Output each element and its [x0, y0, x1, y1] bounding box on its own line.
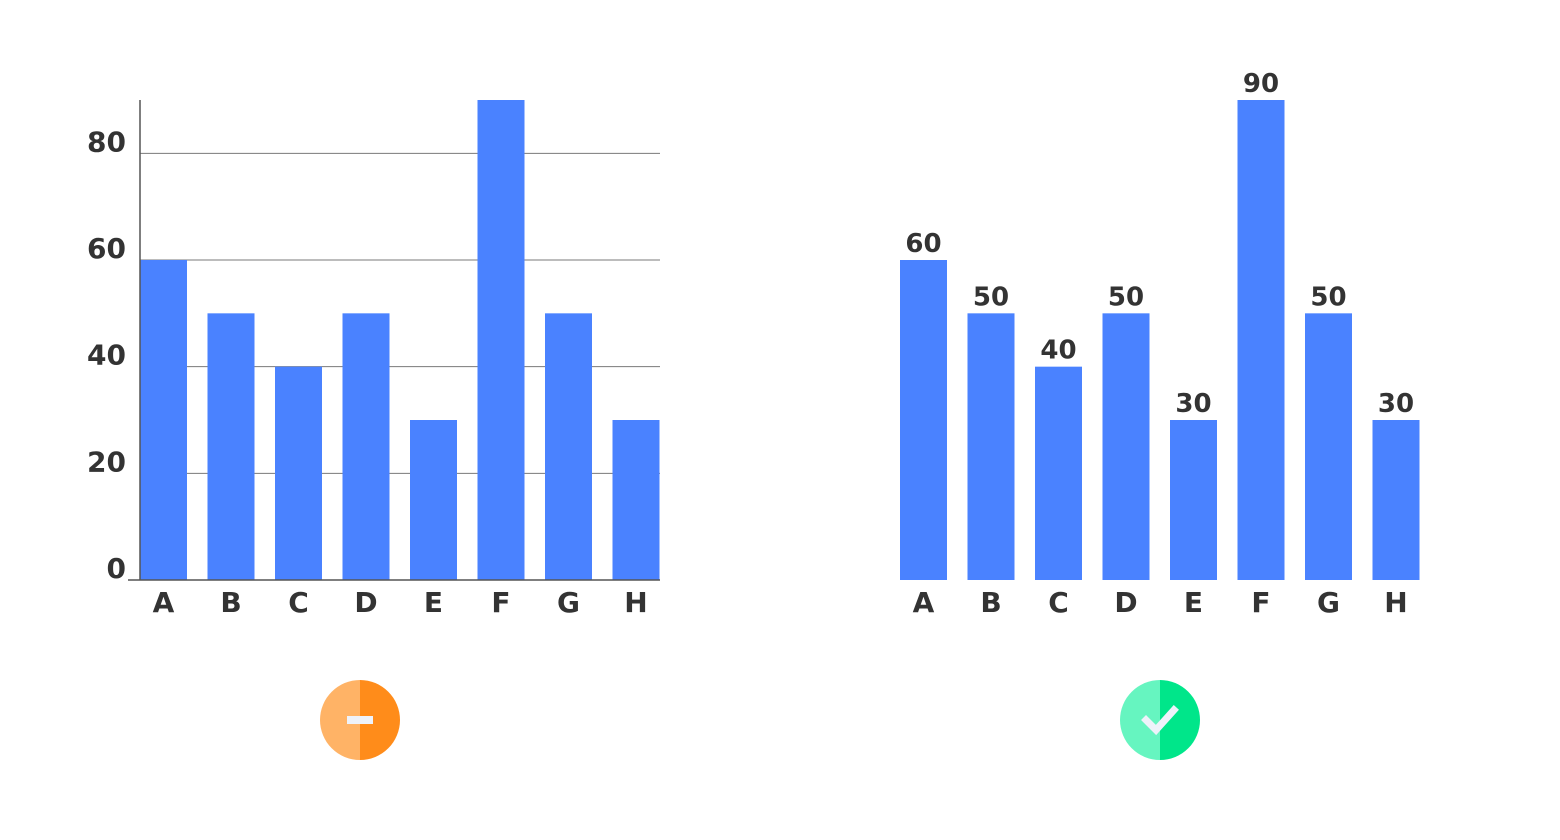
y-tick-label: 60 — [87, 232, 126, 265]
data-label: 30 — [1378, 389, 1414, 419]
bar-c — [1035, 366, 1082, 580]
x-category-label: F — [1251, 586, 1270, 619]
bar-e — [410, 420, 457, 580]
x-category-label: E — [424, 586, 443, 619]
bar-chart-with-axis: 0 20 40 60 80 A B C D E F G H — [87, 100, 660, 619]
bar-a — [900, 260, 947, 580]
x-category-label: D — [354, 586, 377, 619]
data-label: 60 — [905, 229, 941, 259]
badge-right-half — [360, 680, 400, 760]
x-category-label: C — [1048, 586, 1069, 619]
badge-left-half — [320, 680, 360, 760]
bar-chart-with-data-labels: 60 A 50 B 40 C 50 D 30 E 90 F 50 G 30 H — [900, 69, 1420, 619]
x-category-label: G — [557, 586, 580, 619]
bar-h — [1372, 420, 1420, 580]
x-category-label: F — [491, 586, 510, 619]
bar-e — [1170, 420, 1217, 580]
bar-d — [1102, 313, 1150, 580]
minus-badge — [320, 680, 400, 760]
x-category-label: G — [1317, 586, 1340, 619]
data-label: 90 — [1243, 69, 1279, 99]
minus-icon — [347, 716, 373, 724]
bar-a — [140, 260, 187, 580]
x-category-label: E — [1184, 586, 1203, 619]
x-category-label: D — [1114, 586, 1137, 619]
bar-b — [967, 313, 1015, 580]
checkmark-icon — [1141, 705, 1179, 736]
bar-g — [545, 313, 592, 580]
x-category-label: A — [153, 586, 175, 619]
x-category-label: B — [220, 586, 241, 619]
data-label: 30 — [1175, 389, 1211, 419]
x-category-label: A — [913, 586, 935, 619]
data-label: 50 — [973, 282, 1009, 312]
data-label: 50 — [1108, 282, 1144, 312]
bar-c — [275, 366, 322, 580]
badge-left-half — [1120, 680, 1160, 760]
y-tick-label: 20 — [87, 445, 126, 478]
bar-g — [1305, 313, 1352, 580]
bar-b — [207, 313, 255, 580]
data-label: 40 — [1040, 336, 1076, 366]
y-tick-label: 0 — [107, 552, 126, 585]
bar-d — [342, 313, 390, 580]
data-label: 50 — [1310, 282, 1346, 312]
x-category-label: H — [1384, 586, 1407, 619]
y-tick-label: 80 — [87, 125, 126, 158]
x-category-label: B — [980, 586, 1001, 619]
bar-f — [1237, 100, 1285, 580]
badge-right-half — [1160, 680, 1200, 760]
check-badge — [1120, 680, 1200, 760]
x-category-label: C — [288, 586, 309, 619]
bar-h — [612, 420, 660, 580]
bar-f — [477, 100, 525, 580]
x-category-label: H — [624, 586, 647, 619]
y-tick-label: 40 — [87, 339, 126, 372]
